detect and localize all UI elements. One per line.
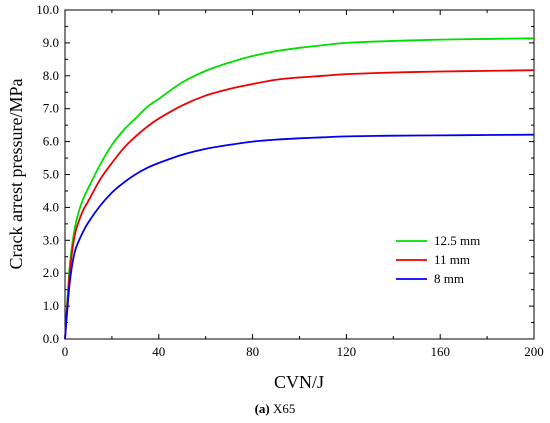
caption-text: X65 — [270, 401, 296, 416]
x-tick-label: 160 — [430, 344, 450, 359]
legend: 12.5 mm 11 mm 8 mm — [396, 233, 480, 286]
y-axis-label: Crack arrest pressure/MPa — [6, 79, 26, 270]
y-tick-label: 0.0 — [43, 331, 59, 346]
legend-label-2: 11 mm — [434, 252, 470, 267]
series-line-1 — [64, 37, 535, 340]
y-tick-label: 6.0 — [43, 134, 59, 149]
y-tick-label: 10.0 — [36, 2, 59, 17]
axis-ticks: 0.0 1.0 2.0 3.0 4.0 5.0 6.0 7.0 8.0 9.0 10.0 0 40 80 1… — [36, 2, 544, 359]
y-tick-label: 1.0 — [43, 298, 59, 313]
y-tick-label: 3.0 — [43, 232, 59, 247]
y-tick-label: 4.0 — [43, 199, 59, 214]
series-line-2 — [64, 69, 535, 340]
x-tick-label: 120 — [337, 344, 357, 359]
caption-label: (a) — [255, 401, 270, 416]
y-tick-label: 9.0 — [43, 35, 59, 50]
legend-label-3: 8 mm — [434, 271, 464, 286]
x-tick-label: 0 — [62, 344, 69, 359]
series-lines — [64, 37, 535, 340]
y-tick-label: 7.0 — [43, 101, 59, 116]
x-tick-label: 200 — [524, 344, 544, 359]
y-tick-label: 2.0 — [43, 265, 59, 280]
x-axis-label: CVN/J — [274, 372, 324, 392]
y-tick-label: 8.0 — [43, 68, 59, 83]
x-tick-label: 80 — [246, 344, 259, 359]
x-tick-label: 40 — [152, 344, 165, 359]
figure-caption: (a) X65 — [255, 401, 296, 416]
series-line-3 — [64, 133, 535, 340]
y-tick-label: 5.0 — [43, 167, 59, 182]
legend-label-1: 12.5 mm — [434, 233, 480, 248]
